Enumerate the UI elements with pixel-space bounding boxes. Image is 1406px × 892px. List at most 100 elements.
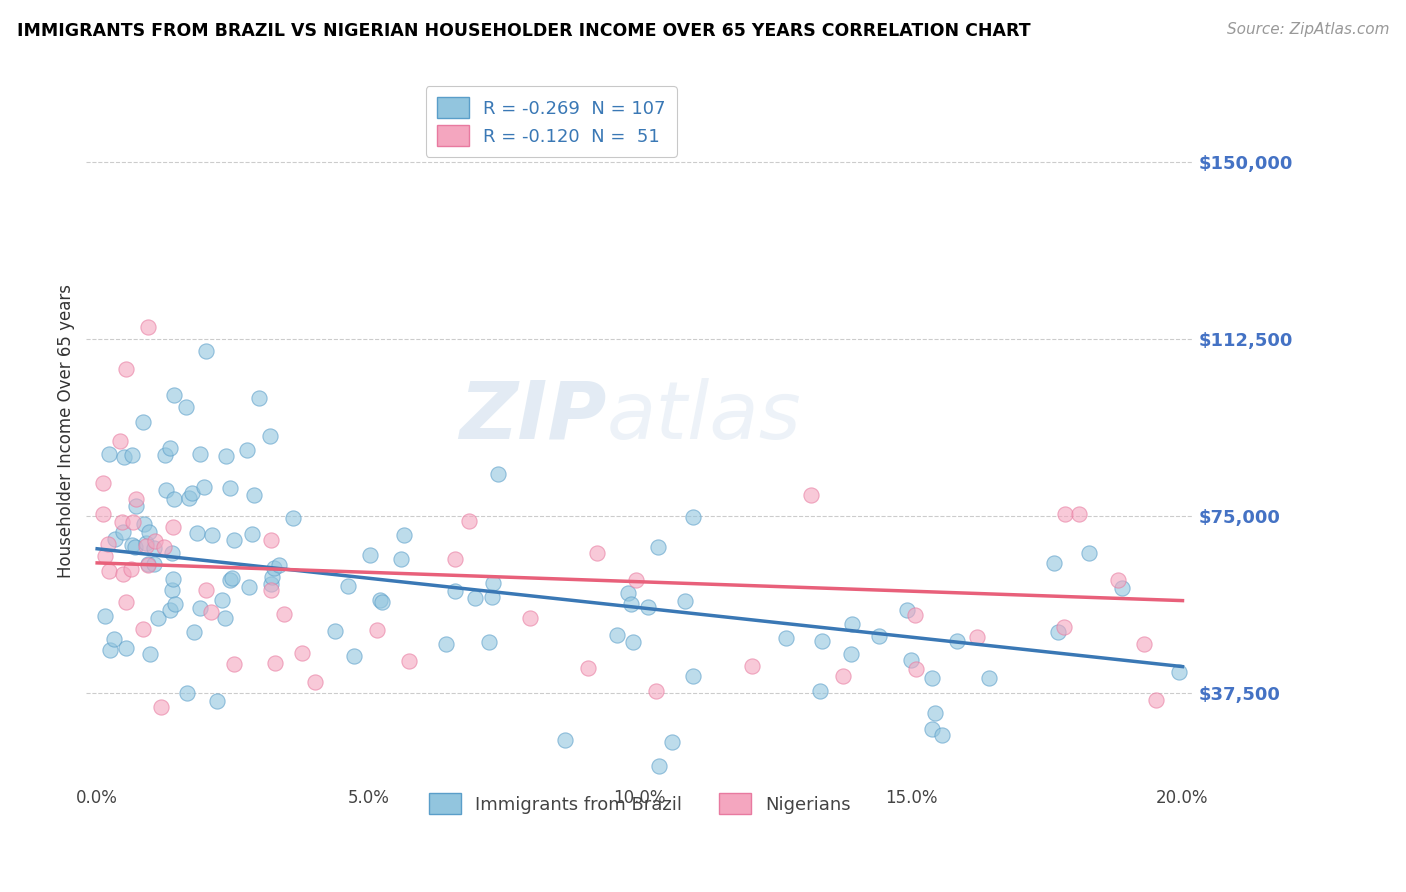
- Point: [112, 567, 135, 582]
- Text: IMMIGRANTS FROM BRAZIL VS NIGERIAN HOUSEHOLDER INCOME OVER 65 YEARS CORRELATION : IMMIGRANTS FROM BRAZIL VS NIGERIAN HOUSE…: [17, 22, 1031, 40]
- Point: [114, 450, 136, 465]
- Point: [97, 447, 120, 461]
- Point: [921, 723, 943, 737]
- Point: [682, 510, 704, 524]
- Point: [323, 624, 346, 639]
- Point: [115, 595, 138, 609]
- Point: [1111, 581, 1133, 595]
- Point: [1144, 693, 1167, 707]
- Point: [93, 549, 115, 563]
- Point: [159, 603, 181, 617]
- Point: [263, 560, 285, 574]
- Point: [868, 629, 890, 643]
- Point: [389, 552, 412, 566]
- Point: [263, 656, 285, 670]
- Point: [188, 447, 211, 461]
- Point: [832, 669, 855, 683]
- Point: [619, 598, 641, 612]
- Point: [1078, 546, 1101, 560]
- Point: [205, 694, 228, 708]
- Point: [637, 599, 659, 614]
- Point: [94, 609, 117, 624]
- Point: [121, 448, 143, 462]
- Point: [645, 684, 668, 698]
- Point: [120, 562, 142, 576]
- Point: [112, 524, 135, 539]
- Point: [481, 590, 503, 604]
- Point: [211, 593, 233, 607]
- Point: [115, 361, 138, 376]
- Point: [240, 526, 263, 541]
- Point: [946, 634, 969, 648]
- Point: [159, 441, 181, 455]
- Point: [136, 557, 159, 571]
- Point: [132, 415, 155, 429]
- Point: [260, 577, 283, 591]
- Point: [111, 515, 134, 529]
- Point: [896, 603, 918, 617]
- Point: [122, 515, 145, 529]
- Point: [554, 733, 576, 747]
- Point: [221, 571, 243, 585]
- Point: [966, 631, 988, 645]
- Point: [162, 546, 184, 560]
- Point: [125, 499, 148, 513]
- Point: [143, 558, 166, 572]
- Point: [1053, 620, 1076, 634]
- Point: [775, 632, 797, 646]
- Point: [214, 611, 236, 625]
- Point: [924, 706, 946, 720]
- Point: [153, 540, 176, 554]
- Point: [165, 598, 187, 612]
- Point: [647, 540, 669, 554]
- Point: [1054, 507, 1077, 521]
- Point: [1042, 556, 1064, 570]
- Point: [194, 343, 217, 358]
- Text: ZIP: ZIP: [460, 378, 606, 456]
- Point: [291, 646, 314, 660]
- Point: [162, 491, 184, 506]
- Point: [135, 535, 157, 549]
- Point: [136, 558, 159, 572]
- Point: [621, 634, 644, 648]
- Point: [236, 443, 259, 458]
- Point: [222, 657, 245, 672]
- Legend: Immigrants from Brazil, Nigerians: Immigrants from Brazil, Nigerians: [418, 782, 862, 825]
- Point: [434, 637, 457, 651]
- Point: [98, 643, 121, 657]
- Point: [260, 582, 283, 597]
- Point: [243, 488, 266, 502]
- Point: [370, 594, 392, 608]
- Point: [921, 671, 943, 685]
- Point: [160, 582, 183, 597]
- Point: [273, 607, 295, 621]
- Point: [139, 648, 162, 662]
- Point: [201, 527, 224, 541]
- Point: [586, 545, 609, 559]
- Point: [260, 533, 283, 548]
- Text: atlas: atlas: [606, 378, 801, 456]
- Point: [624, 573, 647, 587]
- Point: [91, 507, 114, 521]
- Point: [121, 538, 143, 552]
- Point: [979, 671, 1001, 685]
- Point: [98, 565, 121, 579]
- Point: [682, 669, 704, 683]
- Point: [741, 658, 763, 673]
- Point: [443, 584, 465, 599]
- Point: [176, 686, 198, 700]
- Point: [904, 663, 927, 677]
- Point: [174, 400, 197, 414]
- Point: [115, 640, 138, 655]
- Point: [477, 634, 499, 648]
- Point: [125, 491, 148, 506]
- Point: [162, 572, 184, 586]
- Point: [839, 648, 862, 662]
- Point: [576, 661, 599, 675]
- Point: [368, 592, 391, 607]
- Point: [163, 388, 186, 402]
- Point: [143, 541, 166, 556]
- Point: [359, 548, 381, 562]
- Point: [247, 391, 270, 405]
- Y-axis label: Householder Income Over 65 years: Householder Income Over 65 years: [58, 284, 75, 578]
